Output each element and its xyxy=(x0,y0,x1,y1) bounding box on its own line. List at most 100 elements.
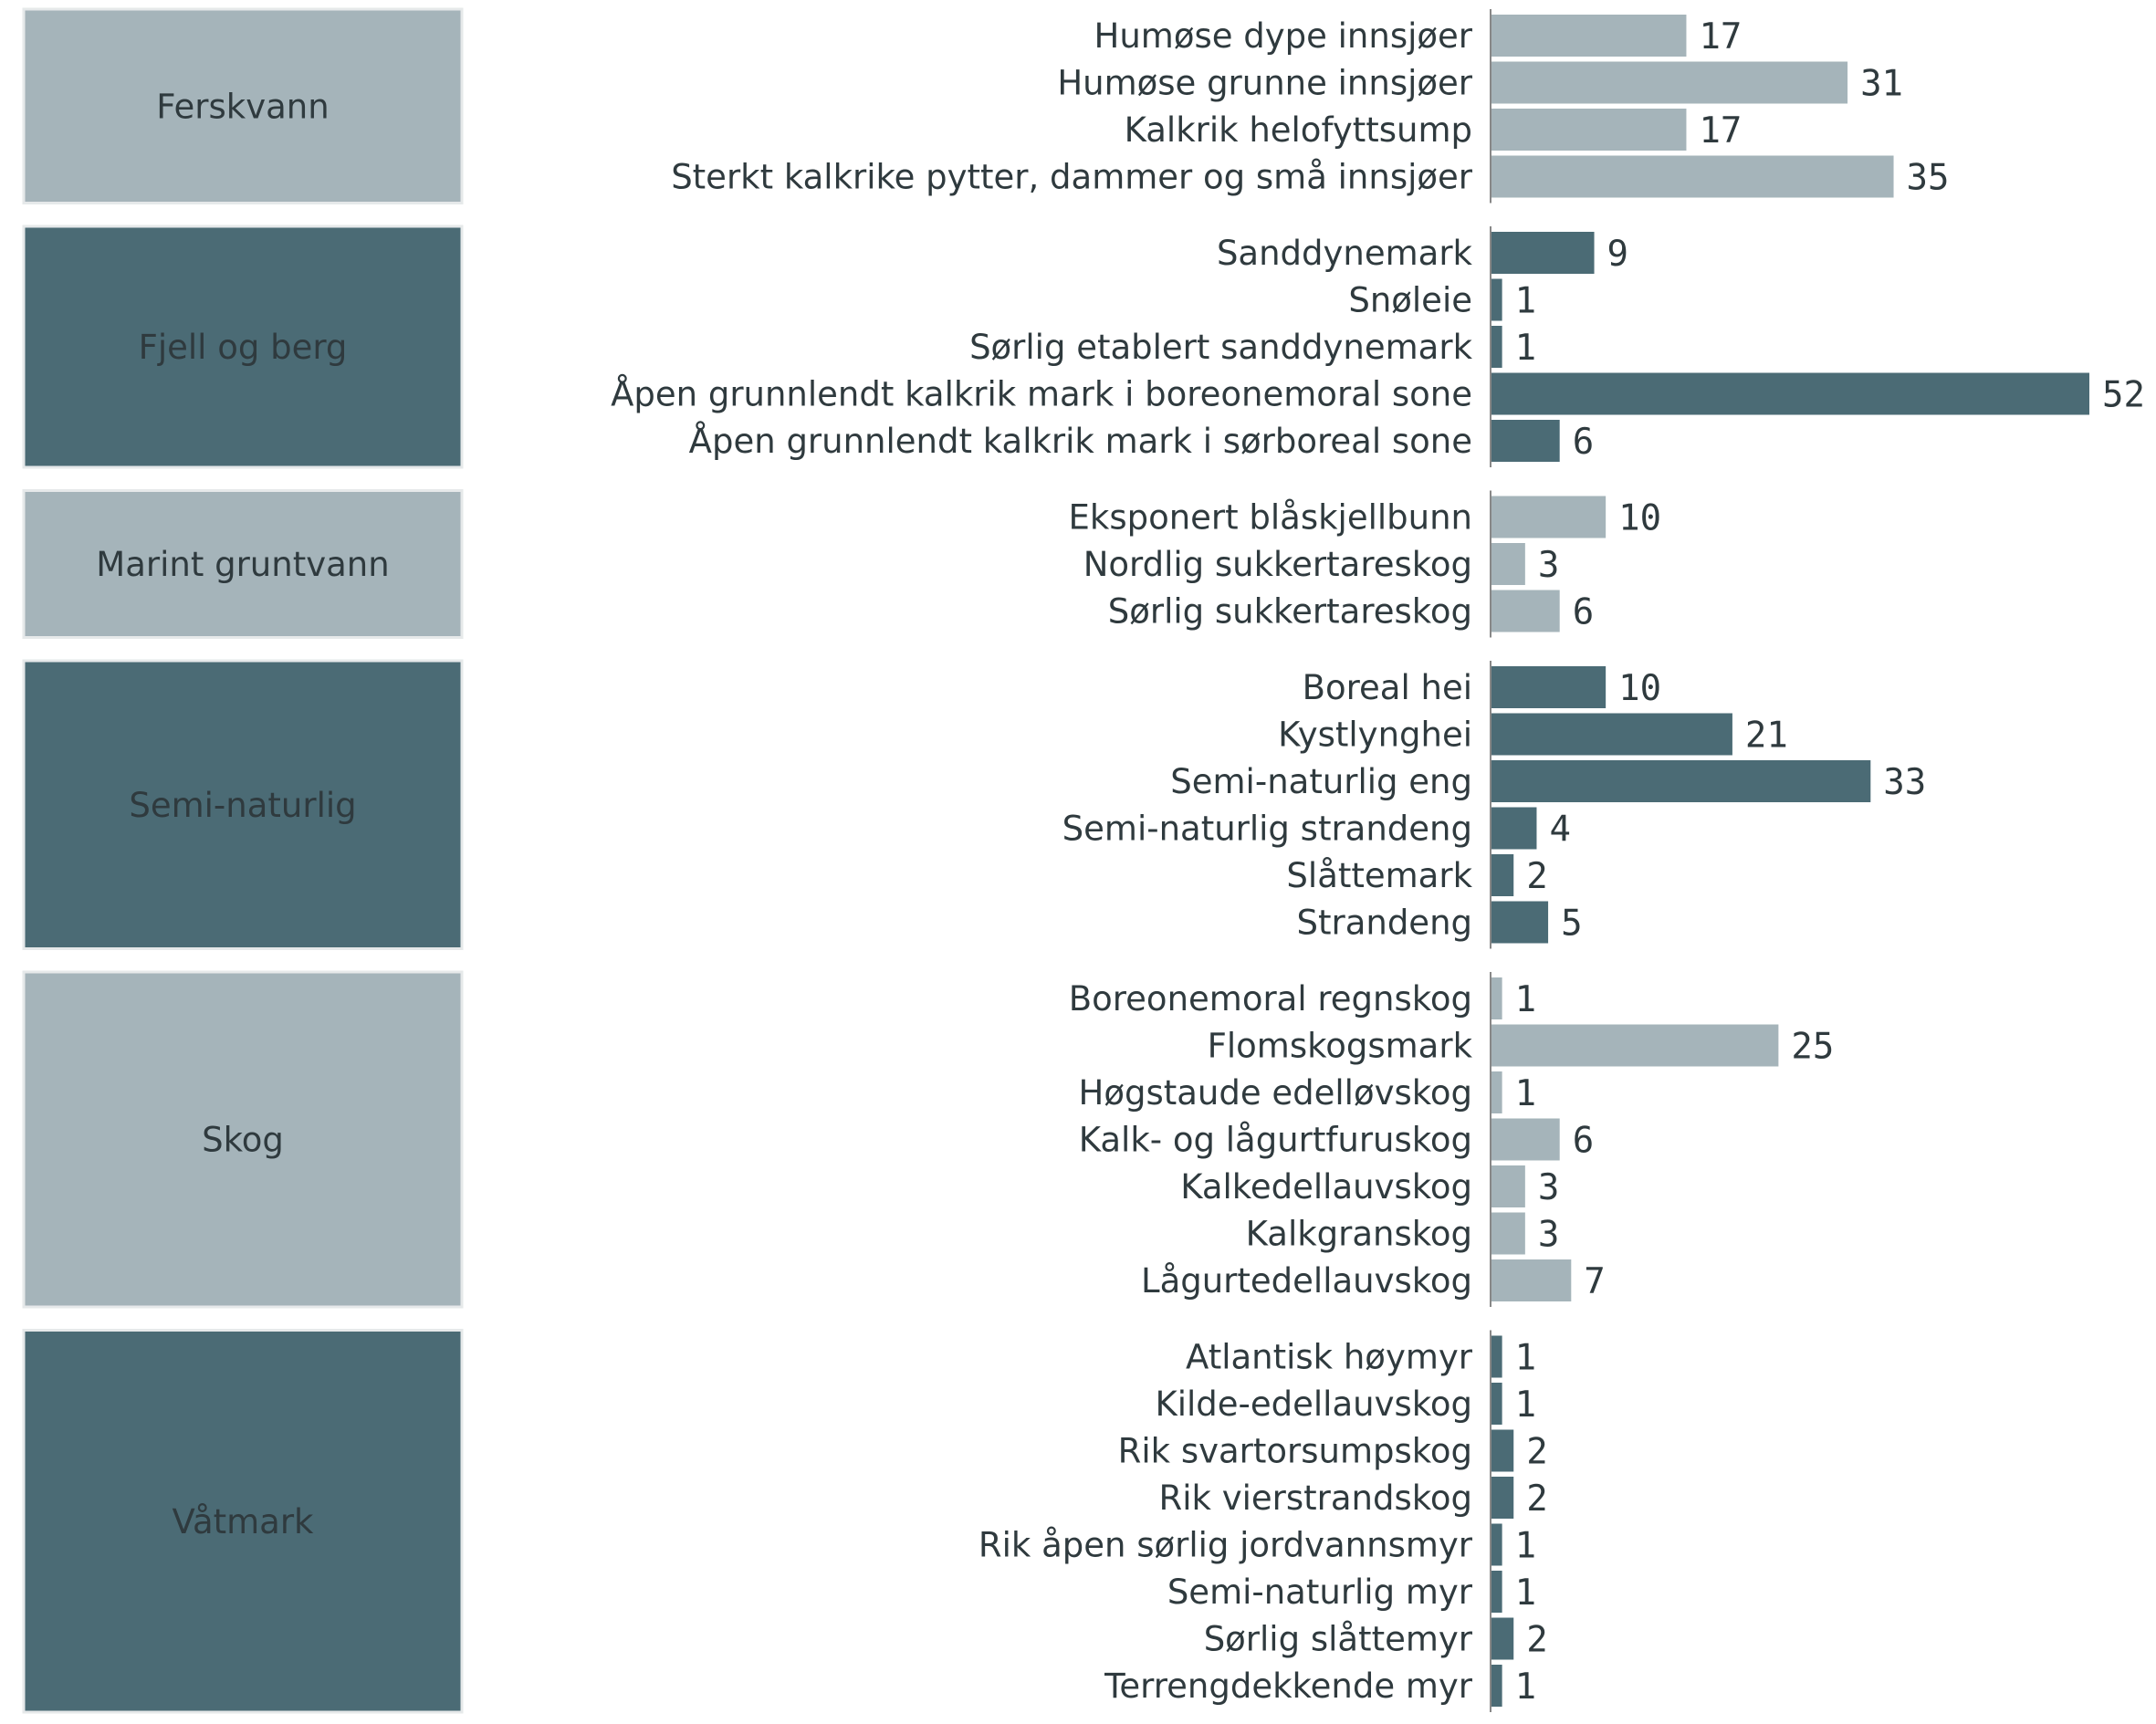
bar-value-label: 7 xyxy=(1584,1261,1605,1302)
bar xyxy=(1491,666,1607,708)
bar-value-label: 2 xyxy=(1526,856,1547,897)
bar-category-label: Strandeng xyxy=(1296,904,1472,943)
bar xyxy=(1491,1571,1502,1613)
bar xyxy=(1491,1477,1514,1519)
bar-value-label: 1 xyxy=(1515,1384,1536,1426)
bar-category-label: Sørlig etablert sanddynemark xyxy=(969,328,1473,367)
bar-value-label: 3 xyxy=(1538,545,1559,586)
bar-value-label: 3 xyxy=(1538,1167,1559,1208)
bar-category-label: Rik vierstrandskog xyxy=(1159,1478,1472,1518)
bar-value-label: 1 xyxy=(1515,1338,1536,1379)
bar-category-label: Kalk- og lågurtfuruskog xyxy=(1079,1121,1472,1160)
bar xyxy=(1491,61,1848,104)
category-label: Marint gruntvann xyxy=(96,545,389,584)
bar xyxy=(1491,590,1560,632)
category-panel-marint-gruntvann xyxy=(22,489,464,639)
bar-value-label: 35 xyxy=(1907,158,1950,199)
bar-category-label: Boreonemoral regnskog xyxy=(1069,979,1472,1019)
bar-category-label: Rik åpen sørlig jordvannsmyr xyxy=(979,1526,1473,1565)
bar xyxy=(1491,109,1687,151)
bar-value-label: 2 xyxy=(1526,1478,1547,1520)
bar-value-label: 6 xyxy=(1573,1121,1594,1162)
bar-value-label: 10 xyxy=(1618,668,1661,709)
bar-category-label: Kystlynghei xyxy=(1278,716,1472,755)
bar-value-label: 52 xyxy=(2102,375,2145,416)
bar xyxy=(1491,1617,1514,1660)
bar xyxy=(1491,155,1894,198)
bar xyxy=(1491,807,1537,850)
bar-category-label: Humøse dype innsjøer xyxy=(1094,16,1473,56)
bar-category-label: Slåttemark xyxy=(1286,856,1472,895)
bar-category-label: Atlantisk høymyr xyxy=(1186,1338,1473,1377)
category-label: Semi-naturlig xyxy=(129,786,356,825)
bar-category-label: Flomskogsmark xyxy=(1208,1027,1473,1066)
bar-category-label: Boreal hei xyxy=(1303,668,1472,707)
category-label: Fjell og berg xyxy=(139,328,348,367)
bar-category-label: Semi-naturlig eng xyxy=(1170,762,1472,801)
bar-value-label: 33 xyxy=(1883,762,1926,803)
bar xyxy=(1491,232,1595,274)
bar xyxy=(1491,1024,1779,1067)
bar-category-label: Åpen grunnlendt kalkrik mark i boreonemo… xyxy=(611,374,1472,414)
bar-value-label: 2 xyxy=(1526,1432,1547,1473)
category-panel-semi-naturlig xyxy=(22,659,464,950)
bar xyxy=(1491,1523,1502,1566)
category-panel-fjell-og-berg xyxy=(22,225,464,469)
bar-category-label: Semi-naturlig strandeng xyxy=(1062,810,1472,849)
bar-value-label: 6 xyxy=(1573,422,1594,463)
bar xyxy=(1491,1259,1572,1301)
bar-category-label: Snøleie xyxy=(1348,281,1472,320)
bar xyxy=(1491,1165,1525,1207)
bar-value-label: 1 xyxy=(1515,1073,1536,1114)
bar-value-label: 5 xyxy=(1561,904,1582,945)
category-panels: Ferskvann Fjell og berg Marint gruntvann Se… xyxy=(22,7,464,1714)
bar-value-label: 3 xyxy=(1538,1215,1559,1256)
bar xyxy=(1491,496,1607,538)
bar xyxy=(1491,1212,1525,1255)
bar-category-label: Sanddynemark xyxy=(1217,234,1473,273)
category-panel-skog xyxy=(22,970,464,1309)
bar-value-label: 31 xyxy=(1860,64,1903,105)
category-label: Ferskvann xyxy=(156,87,329,126)
bar-value-label: 1 xyxy=(1515,1526,1536,1567)
bar-value-label: 6 xyxy=(1573,592,1594,633)
bar xyxy=(1491,713,1732,756)
bar-value-label: 1 xyxy=(1515,281,1536,322)
bar-value-label: 4 xyxy=(1549,810,1570,851)
bar-category-label: Høgstaude edelløvskog xyxy=(1079,1073,1472,1113)
bar-category-label: Semi-naturlig myr xyxy=(1167,1572,1473,1612)
bar-category-label: Humøse grunne innsjøer xyxy=(1057,64,1472,103)
category-panel-ferskvann xyxy=(22,7,464,204)
bar-category-label: Rik svartorsumpskog xyxy=(1118,1432,1472,1471)
bar-value-label: 10 xyxy=(1618,498,1661,539)
category-label: Våtmark xyxy=(173,1502,315,1541)
bar-category-label: Lågurtedellauvskog xyxy=(1141,1261,1472,1301)
bar-category-label: Terrengdekkende myr xyxy=(1104,1667,1473,1706)
bar-value-label: 25 xyxy=(1791,1027,1834,1068)
bar xyxy=(1491,15,1687,57)
bar-category-label: Sørlig slåttemyr xyxy=(1204,1620,1473,1659)
bar xyxy=(1491,420,1560,462)
bar-value-label: 9 xyxy=(1607,234,1628,275)
bar-value-label: 21 xyxy=(1745,716,1788,757)
bar-value-label: 17 xyxy=(1699,110,1742,152)
bar-category-label: Eksponert blåskjellbunn xyxy=(1069,498,1472,538)
bar xyxy=(1491,1429,1514,1472)
bar-value-label: 2 xyxy=(1526,1620,1547,1661)
bar xyxy=(1491,372,2089,415)
bar-value-label: 1 xyxy=(1515,1572,1536,1614)
bar xyxy=(1491,1335,1502,1378)
bar-category-label: Kalkrik helofyttsump xyxy=(1125,110,1472,150)
bar xyxy=(1491,278,1502,321)
bar xyxy=(1491,977,1502,1019)
bar-category-label: Kalkgranskog xyxy=(1246,1215,1472,1254)
bar-value-label: 1 xyxy=(1515,979,1536,1020)
bar xyxy=(1491,543,1525,585)
bar-category-label: Sterkt kalkrike pytter, dammer og små in… xyxy=(671,158,1473,197)
bar-value-label: 1 xyxy=(1515,328,1536,369)
bar xyxy=(1491,326,1502,368)
category-panel-vatmark xyxy=(22,1329,464,1714)
bar xyxy=(1491,1383,1502,1425)
